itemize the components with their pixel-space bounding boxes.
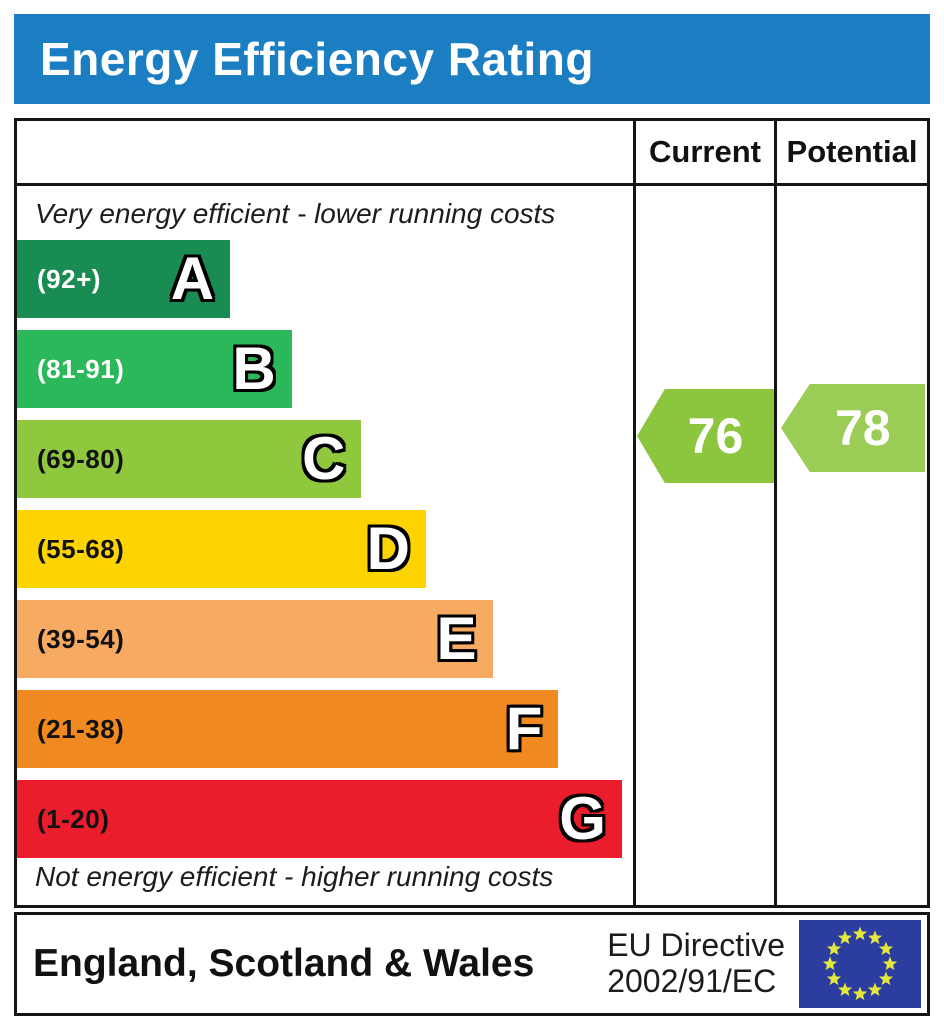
band-row-b: (81-91) B	[17, 330, 633, 408]
band-bar-g: (1-20) G	[17, 780, 622, 858]
table-header-row: Current Potential	[17, 121, 927, 186]
current-column-header: Current	[633, 121, 774, 183]
band-bar-f: (21-38) F	[17, 690, 559, 768]
eu-directive-label: EU Directive 2002/91/EC	[607, 927, 785, 1000]
title-bar: Energy Efficiency Rating	[14, 14, 930, 104]
band-bar-e: (39-54) E	[17, 600, 493, 678]
rating-table: Current Potential Very energy efficient …	[14, 118, 930, 908]
band-range-label: (81-91)	[37, 353, 125, 384]
band-range-label: (39-54)	[37, 623, 125, 654]
eu-directive-line2: 2002/91/EC	[607, 963, 777, 999]
table-body: Very energy efficient - lower running co…	[17, 186, 927, 905]
eu-directive-line1: EU Directive	[607, 927, 785, 964]
bottom-note: Not energy efficient - higher running co…	[35, 861, 554, 892]
band-bar-b: (81-91) B	[17, 330, 292, 408]
band-letter: G	[559, 785, 606, 852]
band-bar-c: (69-80) C	[17, 420, 362, 498]
current-rating-value: 76	[687, 408, 744, 464]
current-rating-arrow: 76	[637, 389, 776, 483]
potential-rating-value: 78	[834, 400, 891, 456]
band-row-a: (92+) A	[17, 240, 633, 318]
current-rating-column: 76	[633, 186, 776, 905]
top-note: Very energy efficient - lower running co…	[35, 198, 556, 229]
band-row-c: (69-80) C	[17, 420, 633, 498]
potential-column-header: Potential	[774, 121, 927, 183]
band-bar-d: (55-68) D	[17, 510, 427, 588]
band-letter: C	[302, 425, 346, 492]
band-letter: B	[232, 335, 276, 402]
band-range-label: (69-80)	[37, 443, 125, 474]
band-list: (92+) A (81-91) B (69-80) C	[17, 240, 633, 870]
page-title: Energy Efficiency Rating	[40, 33, 594, 85]
footer-bar: England, Scotland & Wales EU Directive 2…	[14, 912, 930, 1016]
potential-rating-arrow: 78	[781, 384, 925, 472]
band-chart-column: Very energy efficient - lower running co…	[17, 186, 633, 905]
band-range-label: (1-20)	[37, 803, 110, 834]
band-row-f: (21-38) F	[17, 690, 633, 768]
band-range-label: (55-68)	[37, 533, 125, 564]
band-row-e: (39-54) E	[17, 600, 633, 678]
band-letter: E	[436, 605, 477, 672]
band-bar-a: (92+) A	[17, 240, 231, 318]
band-row-d: (55-68) D	[17, 510, 633, 588]
band-range-label: (21-38)	[37, 713, 125, 744]
band-range-label: (92+)	[37, 263, 101, 294]
band-letter: F	[505, 695, 543, 762]
band-row-g: (1-20) G	[17, 780, 633, 858]
band-letter: A	[170, 245, 215, 312]
region-label: England, Scotland & Wales	[33, 942, 535, 985]
potential-rating-column: 78	[774, 186, 927, 905]
band-letter: D	[366, 515, 411, 582]
eu-flag-icon	[799, 920, 921, 1008]
header-spacer-cell	[17, 121, 633, 183]
